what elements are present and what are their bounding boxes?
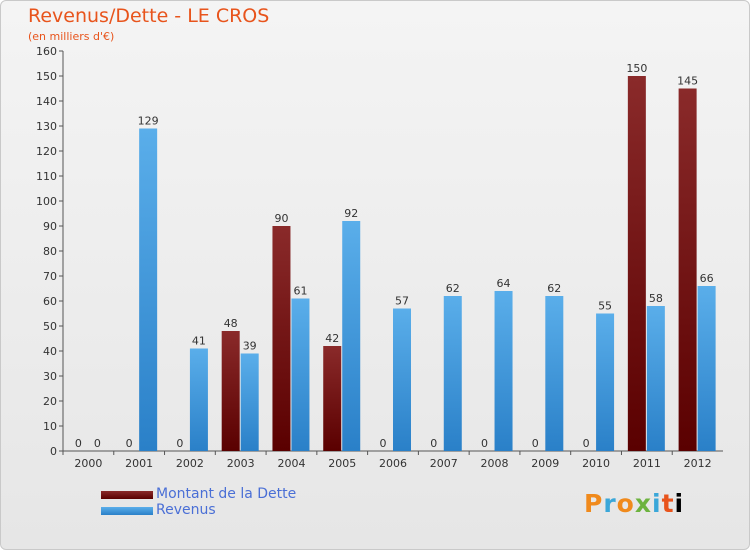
x-tick-label: 2004 xyxy=(277,457,305,470)
bar-revenus xyxy=(342,221,361,451)
data-label: 62 xyxy=(446,282,460,295)
data-label: 0 xyxy=(75,437,82,450)
bar-dette xyxy=(678,88,697,451)
bar-revenus xyxy=(189,348,208,451)
data-label: 55 xyxy=(598,300,612,313)
data-label: 62 xyxy=(547,282,561,295)
y-tick-label: 0 xyxy=(50,445,57,458)
x-tick-label: 2009 xyxy=(531,457,559,470)
y-tick-label: 140 xyxy=(36,95,57,108)
bar-revenus xyxy=(545,296,564,451)
y-tick-label: 150 xyxy=(36,70,57,83)
y-tick-label: 40 xyxy=(43,345,57,358)
proxiti-logo: Proxiti xyxy=(584,489,685,518)
y-tick-label: 60 xyxy=(43,295,57,308)
data-label: 0 xyxy=(126,437,133,450)
x-tick-label: 2005 xyxy=(328,457,356,470)
data-label: 39 xyxy=(243,340,257,353)
bar-revenus xyxy=(443,296,462,451)
y-tick-label: 20 xyxy=(43,395,57,408)
data-label: 0 xyxy=(94,437,101,450)
bar-dette xyxy=(323,346,342,451)
data-label: 66 xyxy=(700,272,714,285)
chart-title: Revenus/Dette - LE CROS xyxy=(28,5,270,27)
x-tick-label: 2012 xyxy=(684,457,712,470)
bar-revenus xyxy=(240,353,259,451)
y-tick-label: 50 xyxy=(43,320,57,333)
y-tick-label: 30 xyxy=(43,370,57,383)
x-tick-label: 2010 xyxy=(582,457,610,470)
x-tick-label: 2002 xyxy=(176,457,204,470)
data-label: 58 xyxy=(649,292,663,305)
y-tick-label: 130 xyxy=(36,120,57,133)
bar-dette xyxy=(272,226,291,451)
x-tick-label: 2006 xyxy=(379,457,407,470)
bar-revenus xyxy=(393,308,411,451)
y-tick-label: 160 xyxy=(36,45,57,58)
y-tick-label: 10 xyxy=(43,420,57,433)
bar-dette xyxy=(627,76,646,451)
data-label: 57 xyxy=(395,295,409,308)
bar-revenus xyxy=(139,128,158,451)
y-tick-label: 120 xyxy=(36,145,57,158)
data-label: 0 xyxy=(430,437,437,450)
legend-label-debt: Montant de la Dette xyxy=(156,486,297,502)
data-label: 0 xyxy=(481,437,488,450)
bar-revenus xyxy=(291,298,310,451)
data-label: 42 xyxy=(325,332,339,345)
legend-swatch-revenue xyxy=(101,507,153,515)
x-tick-label: 2008 xyxy=(481,457,509,470)
data-label: 150 xyxy=(626,62,647,75)
bar-revenus xyxy=(494,291,513,451)
data-label: 0 xyxy=(380,437,387,450)
data-label: 0 xyxy=(532,437,539,450)
data-label: 90 xyxy=(274,212,288,225)
data-label: 129 xyxy=(138,115,159,128)
data-label: 64 xyxy=(497,277,511,290)
y-tick-label: 80 xyxy=(43,245,57,258)
y-tick-label: 70 xyxy=(43,270,57,283)
x-tick-label: 2001 xyxy=(125,457,153,470)
data-label: 0 xyxy=(583,437,590,450)
x-tick-label: 2003 xyxy=(227,457,255,470)
legend-swatch-debt xyxy=(101,491,153,499)
x-tick-label: 2011 xyxy=(633,457,661,470)
bar-revenus xyxy=(646,306,665,451)
data-label: 92 xyxy=(344,207,358,220)
bar-dette xyxy=(221,331,240,451)
y-tick-label: 100 xyxy=(36,195,57,208)
y-tick-label: 90 xyxy=(43,220,57,233)
data-label: 61 xyxy=(293,285,307,298)
data-label: 48 xyxy=(224,317,238,330)
x-tick-label: 2007 xyxy=(430,457,458,470)
data-label: 145 xyxy=(677,75,698,88)
bar-revenus xyxy=(596,313,615,451)
bar-revenus xyxy=(697,286,716,451)
data-label: 41 xyxy=(192,335,206,348)
legend-label-revenue: Revenus xyxy=(156,502,216,518)
data-label: 0 xyxy=(176,437,183,450)
y-tick-label: 110 xyxy=(36,170,57,183)
chart-subtitle: (en milliers d'€) xyxy=(28,30,115,43)
x-tick-label: 2000 xyxy=(74,457,102,470)
